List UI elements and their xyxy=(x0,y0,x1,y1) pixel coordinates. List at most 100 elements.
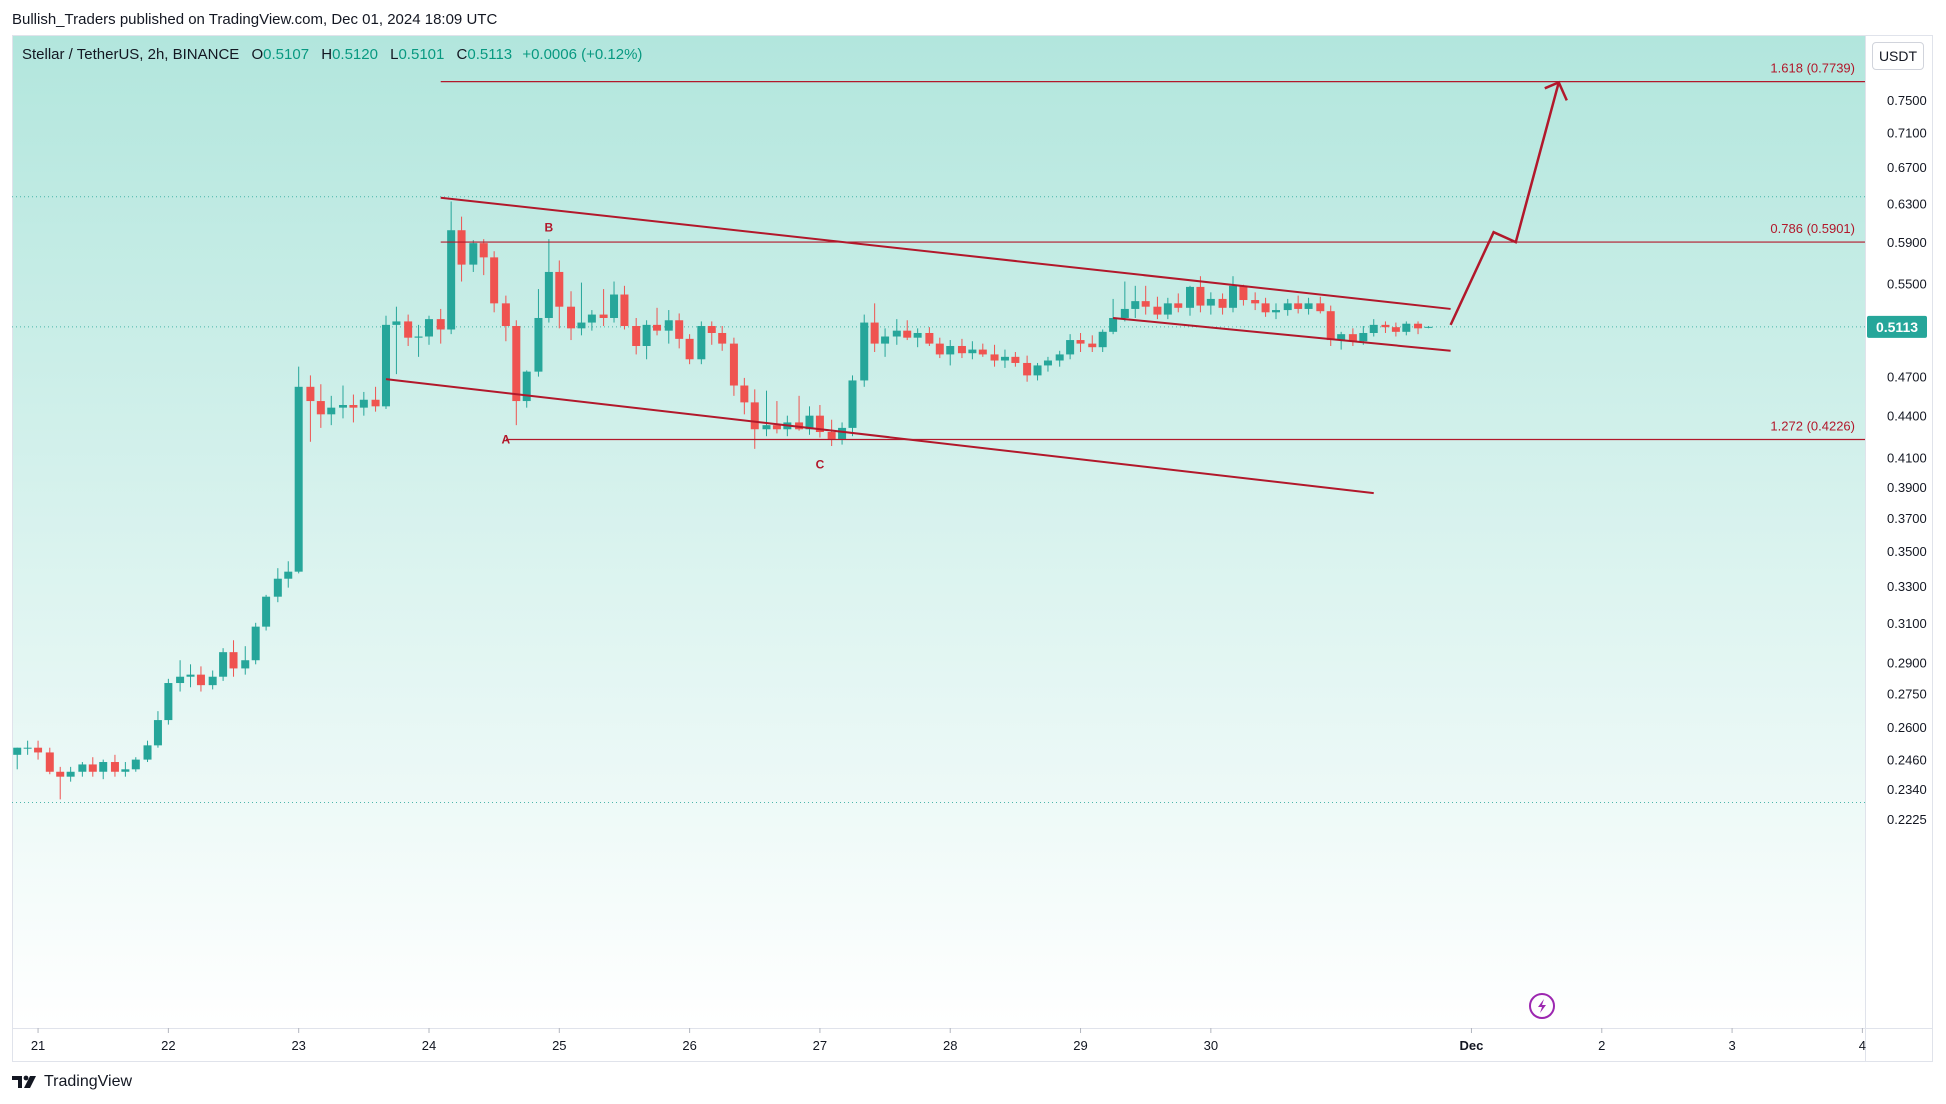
candle-body xyxy=(316,401,325,415)
candle-body xyxy=(1055,354,1064,361)
price-tick-label: 0.3700 xyxy=(1887,511,1927,526)
candle xyxy=(848,375,857,437)
plot-background xyxy=(12,35,1865,1028)
candle xyxy=(1088,335,1097,352)
candle-body xyxy=(1098,331,1107,348)
candle-body xyxy=(1228,285,1237,308)
candle-body xyxy=(729,343,738,386)
time-tick-label: 29 xyxy=(1073,1038,1087,1053)
price-chart[interactable]: 1.618 (0.7739) 0.786 (0.5901) 1.272 (0.422… xyxy=(12,35,1933,1062)
candle-body xyxy=(436,319,445,330)
open-label: O xyxy=(251,46,264,63)
candle xyxy=(805,406,814,435)
candle xyxy=(718,326,727,351)
time-tick-label: 3 xyxy=(1728,1038,1735,1053)
candle xyxy=(946,340,955,366)
candle xyxy=(208,670,217,690)
candle xyxy=(610,281,619,323)
candle xyxy=(143,740,152,763)
candle-body xyxy=(1326,311,1335,341)
projection-arrowhead xyxy=(1544,80,1568,101)
candle-body xyxy=(675,320,684,339)
candle-body xyxy=(946,345,955,355)
candle xyxy=(1174,293,1183,313)
candle xyxy=(903,320,912,341)
candle-body xyxy=(469,243,478,265)
price-tick-label: 0.7500 xyxy=(1887,93,1927,108)
candle-body xyxy=(707,326,716,333)
change-value: +0.0006 (+0.12%) xyxy=(522,46,643,63)
time-tick-label: 2 xyxy=(1598,1038,1605,1053)
candle-body xyxy=(359,399,368,408)
candle-body xyxy=(447,230,456,330)
last-price-badge xyxy=(1867,315,1927,338)
currency-button[interactable]: USDT xyxy=(1872,42,1924,70)
candle-body xyxy=(1424,326,1433,328)
candle xyxy=(632,317,641,355)
price-tick-label: 0.5500 xyxy=(1887,277,1927,292)
candle-body xyxy=(881,336,890,344)
price-tick-label: 0.6300 xyxy=(1887,196,1927,211)
projection-path xyxy=(1449,82,1560,326)
time-axis[interactable]: 21 22 23 24 25 26 27 28 29 30 Dec 2 3 4 xyxy=(31,1028,1866,1053)
candle-body xyxy=(838,427,847,439)
time-tick-label: 30 xyxy=(1204,1038,1218,1053)
candle-body xyxy=(632,326,641,346)
candle-body xyxy=(957,345,966,354)
flash-icon[interactable] xyxy=(1529,993,1555,1019)
price-axis[interactable]: 0.7500 0.7100 0.6700 0.6300 0.5900 0.5500 0.47… xyxy=(1867,93,1927,827)
tradingview-logo-icon xyxy=(12,1075,36,1088)
candle-body xyxy=(718,332,727,344)
candle xyxy=(1185,285,1194,316)
candle xyxy=(740,377,749,415)
candle-body xyxy=(153,720,162,746)
candle-body xyxy=(512,326,521,402)
candle xyxy=(1131,285,1140,318)
candle-body xyxy=(164,683,173,721)
candle-body xyxy=(1239,285,1248,301)
candle xyxy=(251,622,260,665)
candle-body xyxy=(1011,356,1020,363)
candle-body xyxy=(414,336,423,338)
candle-body xyxy=(870,322,879,344)
candle xyxy=(1000,349,1009,368)
candle xyxy=(469,240,478,272)
candle xyxy=(978,343,987,357)
price-tick-label: 0.4400 xyxy=(1887,409,1927,424)
symbol-name[interactable]: Stellar / TetherUS, 2h, BINANCE xyxy=(22,46,240,63)
brand-footer[interactable]: TradingView xyxy=(12,1073,132,1091)
candle-body xyxy=(664,320,673,331)
candle-body xyxy=(522,371,531,402)
candle-body xyxy=(1185,286,1194,308)
candle xyxy=(664,310,673,344)
price-tick-label: 0.3900 xyxy=(1887,480,1927,495)
close-value: 0.5113 xyxy=(467,46,513,63)
candle-body xyxy=(697,326,706,360)
candle xyxy=(1076,332,1085,352)
candle-body xyxy=(110,762,119,772)
candle xyxy=(675,313,684,349)
candle-body xyxy=(1196,286,1205,306)
candle-body xyxy=(143,745,152,760)
time-tick-label: 22 xyxy=(161,1038,175,1053)
candle xyxy=(1023,355,1032,382)
candle xyxy=(121,762,130,777)
candle xyxy=(762,390,771,437)
candle xyxy=(697,321,706,365)
candle xyxy=(1228,276,1237,313)
candle xyxy=(186,664,195,688)
candle-body xyxy=(1033,365,1042,376)
candle xyxy=(968,341,977,360)
candle-body xyxy=(1359,332,1368,342)
candle xyxy=(262,594,271,631)
candle xyxy=(349,394,358,423)
candle xyxy=(544,239,553,323)
candle-body xyxy=(306,386,315,402)
price-tick-label: 0.2460 xyxy=(1887,753,1927,768)
candle xyxy=(381,315,390,409)
candle-body xyxy=(1304,303,1313,309)
candle-body xyxy=(45,752,54,772)
time-tick-label: 27 xyxy=(813,1038,827,1053)
candle xyxy=(925,327,934,346)
candle xyxy=(1261,297,1270,317)
